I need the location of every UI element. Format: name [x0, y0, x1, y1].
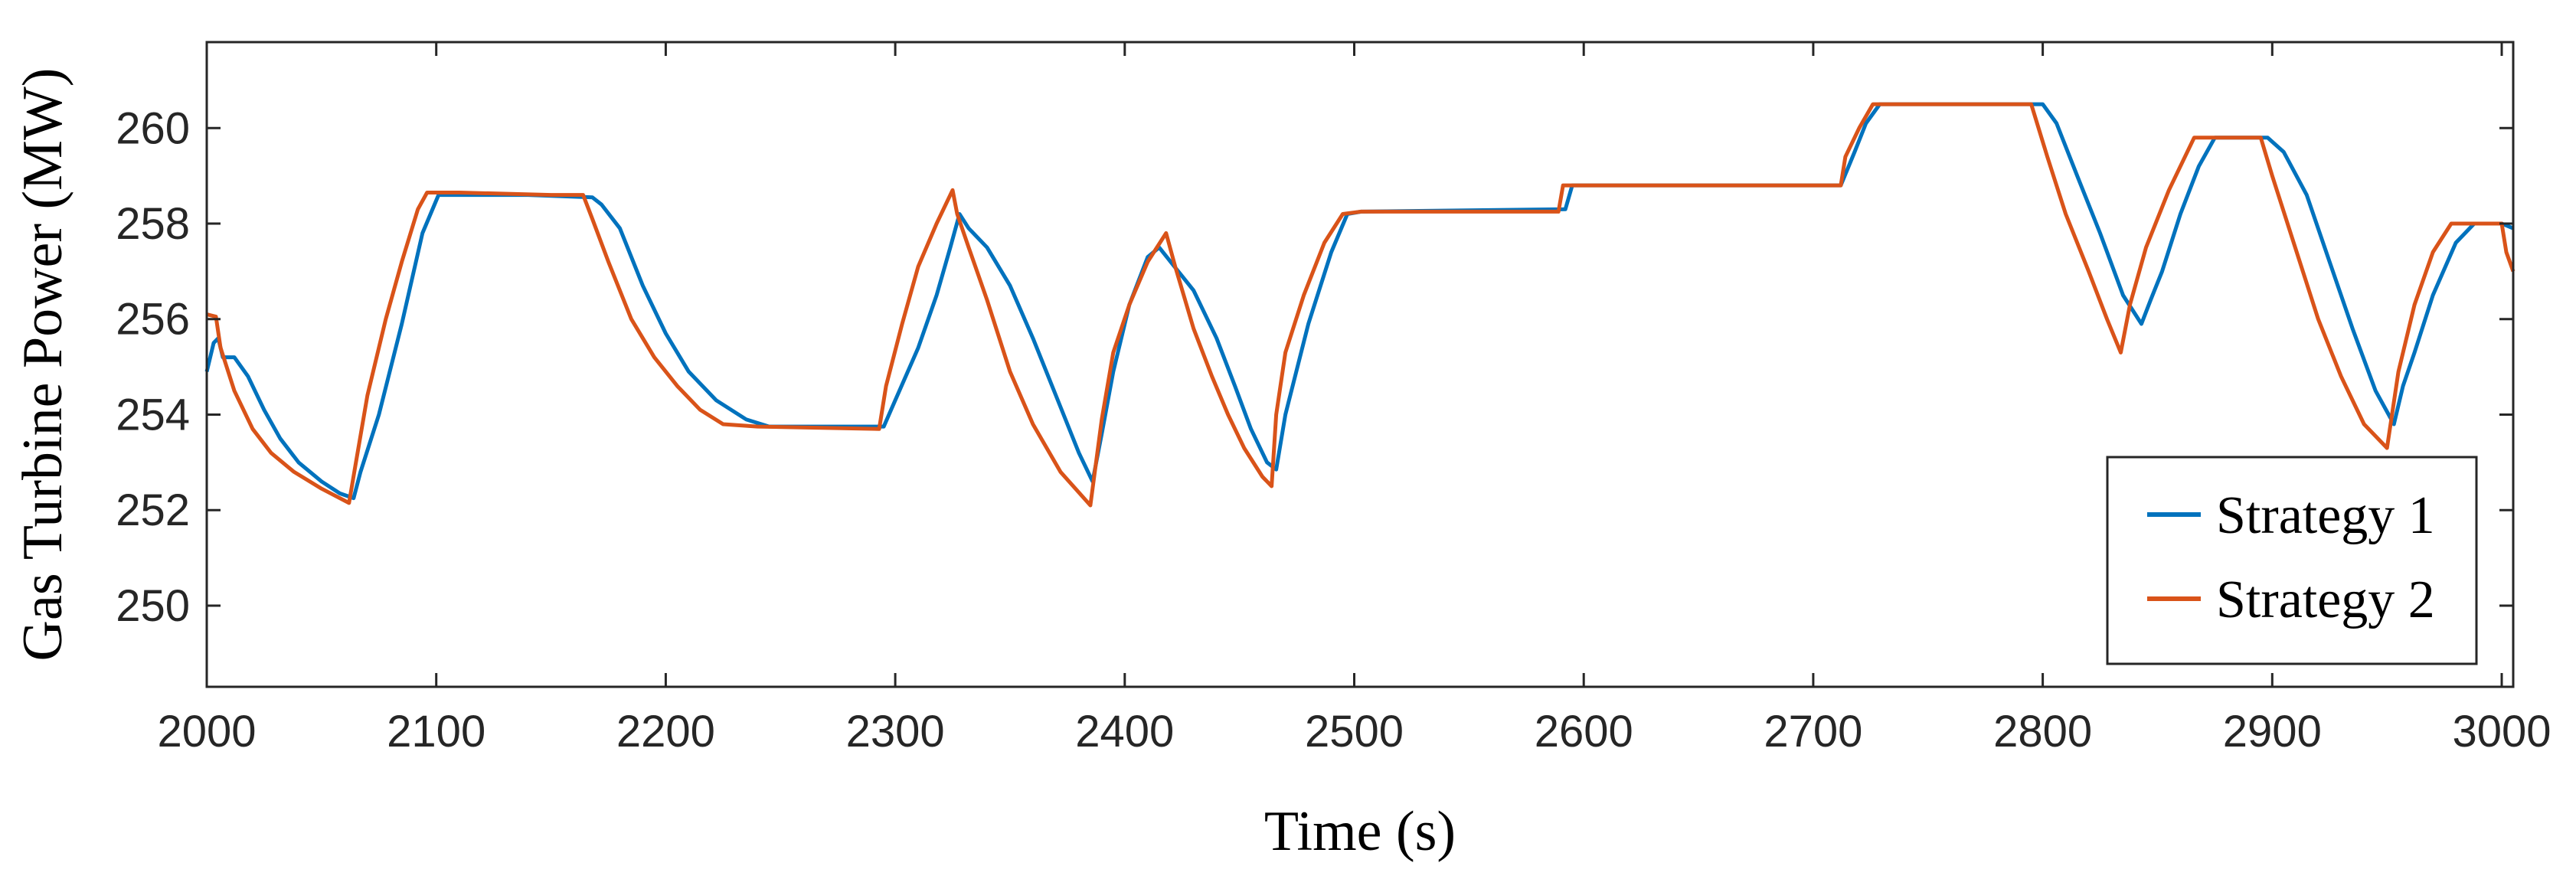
x-tick-label: 3000: [2452, 707, 2551, 756]
y-tick-label: 256: [116, 295, 190, 345]
legend-label-strategy-1: Strategy 1: [2216, 486, 2435, 545]
x-tick-label: 2500: [1305, 707, 1404, 756]
legend: Strategy 1 Strategy 2: [2106, 456, 2478, 665]
x-tick-label: 2200: [616, 707, 715, 756]
x-axis-label: Time (s): [1264, 800, 1456, 863]
y-tick-label: 250: [116, 581, 190, 631]
y-tick-label: 260: [116, 103, 190, 153]
legend-box: [2106, 456, 2478, 665]
x-tick-label: 2400: [1075, 707, 1174, 756]
series-line-1: [204, 102, 2514, 501]
series-line-2: [206, 102, 2516, 508]
x-tick-label: 2700: [1764, 707, 1862, 756]
y-axis-label: Gas Turbine Power (MW): [11, 68, 74, 662]
x-tick-label: 2800: [1993, 707, 2092, 756]
y-tick-label: 252: [116, 485, 190, 535]
x-tick-label: 2100: [387, 707, 485, 756]
legend-label-strategy-2: Strategy 2: [2216, 570, 2435, 629]
y-tick-label: 258: [116, 199, 190, 249]
x-tick-label: 2000: [157, 707, 256, 756]
y-tick-label: 254: [116, 390, 190, 440]
axes-frame: [205, 41, 2515, 688]
x-tick-label: 2300: [846, 707, 945, 756]
x-tick-label: 2900: [2223, 707, 2322, 756]
x-tick-label: 2600: [1535, 707, 1633, 756]
